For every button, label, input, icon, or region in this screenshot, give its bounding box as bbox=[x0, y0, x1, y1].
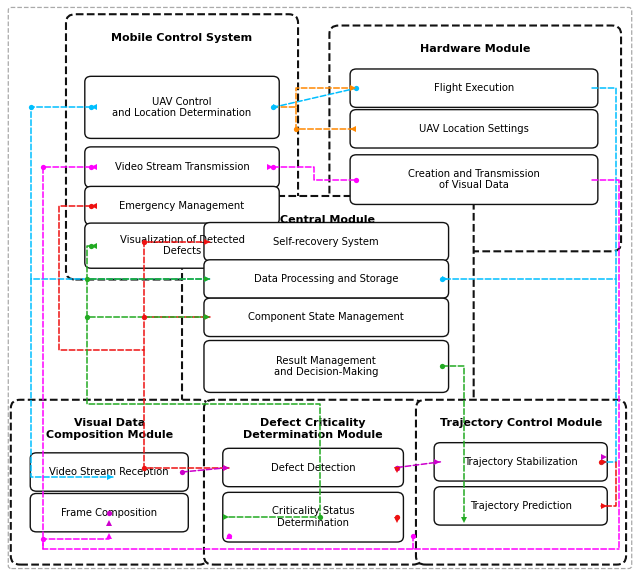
FancyBboxPatch shape bbox=[85, 77, 279, 138]
FancyBboxPatch shape bbox=[204, 340, 449, 392]
Text: Hardware Module: Hardware Module bbox=[420, 44, 531, 54]
FancyBboxPatch shape bbox=[223, 448, 403, 487]
FancyBboxPatch shape bbox=[416, 400, 626, 564]
Text: Central Module: Central Module bbox=[280, 215, 375, 225]
Text: Defect Criticality
Determination Module: Defect Criticality Determination Module bbox=[243, 418, 383, 440]
Text: Self-recovery System: Self-recovery System bbox=[273, 237, 379, 247]
Text: Creation and Transmission
of Visual Data: Creation and Transmission of Visual Data bbox=[408, 169, 540, 191]
Text: Criticality Status
Determination: Criticality Status Determination bbox=[272, 506, 355, 528]
FancyBboxPatch shape bbox=[85, 187, 279, 225]
Text: Defect Detection: Defect Detection bbox=[271, 463, 355, 472]
Text: UAV Location Settings: UAV Location Settings bbox=[419, 124, 529, 134]
Text: Trajectory Prediction: Trajectory Prediction bbox=[470, 501, 572, 511]
FancyBboxPatch shape bbox=[204, 298, 449, 336]
FancyBboxPatch shape bbox=[350, 69, 598, 107]
Text: Emergency Management: Emergency Management bbox=[120, 200, 244, 211]
Text: Trajectory Stabilization: Trajectory Stabilization bbox=[464, 457, 577, 467]
Text: Frame Composition: Frame Composition bbox=[61, 507, 157, 518]
FancyBboxPatch shape bbox=[434, 443, 607, 481]
FancyBboxPatch shape bbox=[350, 109, 598, 148]
FancyBboxPatch shape bbox=[182, 196, 474, 439]
FancyBboxPatch shape bbox=[66, 14, 298, 279]
FancyBboxPatch shape bbox=[204, 222, 449, 261]
Text: Video Stream Reception: Video Stream Reception bbox=[49, 467, 169, 477]
FancyBboxPatch shape bbox=[85, 223, 279, 268]
FancyBboxPatch shape bbox=[223, 492, 403, 542]
FancyBboxPatch shape bbox=[350, 155, 598, 204]
Text: Video Stream Transmission: Video Stream Transmission bbox=[115, 162, 250, 172]
FancyBboxPatch shape bbox=[204, 400, 422, 564]
FancyBboxPatch shape bbox=[85, 147, 279, 188]
FancyBboxPatch shape bbox=[11, 400, 209, 564]
FancyBboxPatch shape bbox=[30, 453, 188, 491]
Text: Flight Execution: Flight Execution bbox=[434, 83, 514, 93]
Text: UAV Control
and Location Determination: UAV Control and Location Determination bbox=[113, 97, 252, 118]
Text: Visual Data
Composition Module: Visual Data Composition Module bbox=[46, 418, 173, 440]
FancyBboxPatch shape bbox=[330, 25, 621, 251]
FancyBboxPatch shape bbox=[30, 494, 188, 532]
FancyBboxPatch shape bbox=[204, 260, 449, 298]
Text: Component State Management: Component State Management bbox=[248, 312, 404, 323]
Text: Data Processing and Storage: Data Processing and Storage bbox=[254, 274, 399, 284]
Text: Mobile Control System: Mobile Control System bbox=[111, 33, 253, 43]
Text: Visualization of Detected
Defects: Visualization of Detected Defects bbox=[120, 235, 244, 256]
Text: Trajectory Control Module: Trajectory Control Module bbox=[440, 418, 602, 429]
Text: Result Management
and Decision-Making: Result Management and Decision-Making bbox=[274, 355, 378, 377]
FancyBboxPatch shape bbox=[434, 487, 607, 525]
